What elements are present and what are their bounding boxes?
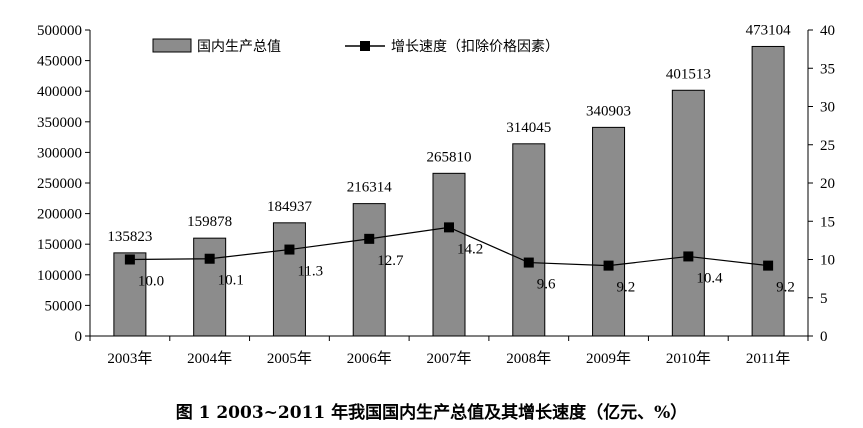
y2-tick-label: 0 — [820, 329, 828, 345]
growth-marker — [124, 254, 135, 265]
y-tick-label: 250000 — [37, 176, 82, 192]
x-tick-label: 2004年 — [187, 350, 232, 367]
bar-value-label: 401513 — [666, 66, 711, 82]
bar — [592, 126, 626, 337]
y2-tick-label: 5 — [820, 291, 828, 307]
y2-tick-label: 15 — [820, 214, 835, 230]
bar-value-label: 184937 — [267, 199, 313, 215]
y2-tick-label: 40 — [820, 23, 835, 39]
growth-marker — [523, 257, 534, 268]
growth-value-label: 12.7 — [377, 253, 404, 269]
growth-marker — [284, 244, 295, 255]
x-tick-label: 2003年 — [107, 350, 152, 367]
y2-tick-label: 10 — [820, 253, 835, 269]
x-tick-label: 2009年 — [586, 350, 631, 367]
legend-bar-swatch — [152, 38, 192, 53]
y-tick-label: 200000 — [37, 207, 82, 223]
bar — [432, 172, 466, 337]
bar-value-label: 135823 — [107, 229, 152, 245]
bar — [751, 45, 785, 337]
growth-value-label: 10.1 — [218, 273, 244, 289]
y2-tick-label: 25 — [820, 138, 835, 154]
growth-value-label: 10.0 — [138, 274, 164, 290]
y2-tick-label: 35 — [820, 61, 835, 77]
bar-value-label: 314045 — [506, 120, 551, 136]
y-tick-label: 500000 — [37, 23, 82, 39]
y2-tick-label: 30 — [820, 100, 835, 116]
y-tick-label: 300000 — [37, 145, 82, 161]
growth-marker — [683, 251, 694, 262]
bar-value-label: 473104 — [746, 22, 792, 38]
y-tick-label: 100000 — [37, 268, 82, 284]
bar — [113, 252, 147, 337]
y-tick-label: 150000 — [37, 237, 82, 253]
bar — [193, 237, 227, 337]
x-tick-label: 2008年 — [506, 350, 551, 367]
growth-marker — [603, 260, 614, 271]
x-tick-label: 2007年 — [426, 350, 471, 367]
bar-value-label: 159878 — [187, 214, 232, 230]
legend-line-marker — [360, 41, 370, 51]
bar — [512, 143, 546, 337]
y-tick-label: 50000 — [45, 298, 83, 314]
growth-marker — [763, 260, 774, 271]
y-tick-label: 350000 — [37, 115, 82, 131]
x-tick-label: 2010年 — [666, 350, 711, 367]
y2-tick-label: 20 — [820, 176, 835, 192]
bar — [272, 222, 306, 337]
x-tick-label: 2011年 — [746, 350, 790, 367]
growth-marker — [204, 253, 215, 264]
growth-value-label: 10.4 — [696, 270, 723, 286]
growth-value-label: 9.6 — [537, 277, 556, 293]
bar — [671, 89, 705, 337]
x-tick-label: 2005年 — [267, 350, 312, 367]
bar — [352, 203, 386, 337]
y-tick-label: 0 — [75, 329, 83, 345]
growth-value-label: 9.2 — [617, 280, 636, 296]
legend-bar-label: 国内生产总值 — [197, 39, 281, 55]
growth-value-label: 14.2 — [457, 241, 483, 257]
growth-marker — [364, 233, 375, 244]
growth-value-label: 9.2 — [776, 280, 795, 296]
legend-line-label: 增长速度（扣除价格因素） — [391, 39, 559, 55]
chart-caption: 图 1 2003~2011 年我国国内生产总值及其增长速度（亿元、%） — [175, 403, 688, 423]
growth-value-label: 11.3 — [297, 264, 323, 280]
growth-marker — [444, 222, 454, 233]
y-tick-label: 400000 — [37, 84, 82, 100]
x-tick-label: 2006年 — [347, 350, 392, 367]
bar-value-label: 265810 — [427, 149, 472, 165]
bar-value-label: 340903 — [586, 103, 631, 119]
y-tick-label: 450000 — [37, 54, 82, 70]
bar-value-label: 216314 — [347, 180, 393, 196]
